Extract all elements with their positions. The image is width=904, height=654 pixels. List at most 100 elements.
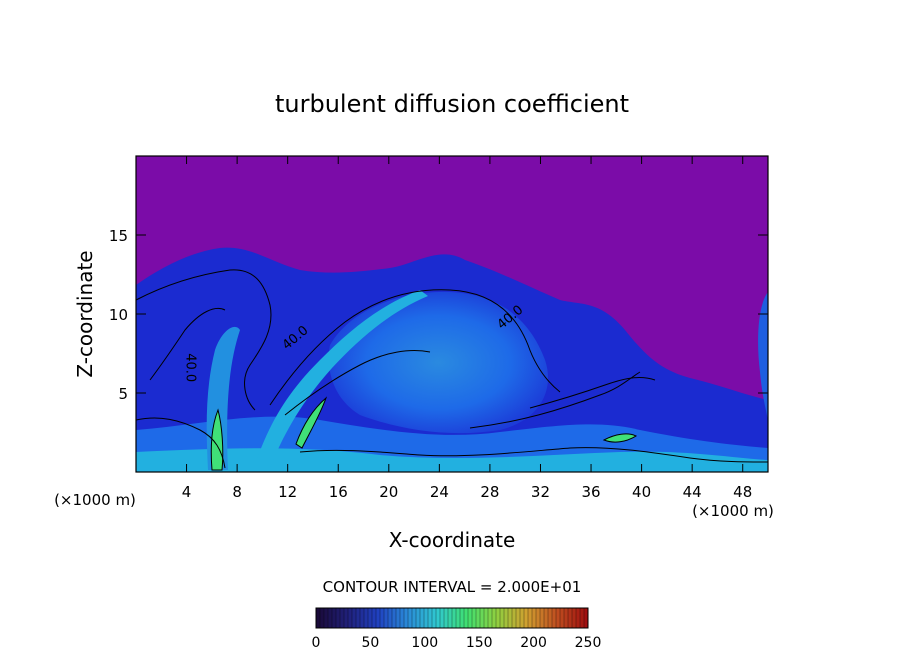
x-tick-label: 36 (581, 483, 600, 501)
colorbar-swatch (324, 608, 329, 628)
x-tick-label: 20 (379, 483, 398, 501)
y-axis: 5 10 15 (109, 227, 768, 403)
colorbar-swatch (480, 608, 485, 628)
y-axis-title: Z-coordinate (73, 250, 97, 377)
x-unit-label-right: (×1000 m) (692, 502, 774, 520)
colorbar-swatch (532, 608, 537, 628)
colorbar-swatch (572, 608, 577, 628)
colorbar-swatch (508, 608, 513, 628)
colorbar-swatch (332, 608, 337, 628)
colorbar-tick-label: 0 (312, 635, 321, 651)
colorbar-swatch (380, 608, 385, 628)
colorbar-swatch (468, 608, 473, 628)
colorbar-swatch (452, 608, 457, 628)
colorbar-swatch (448, 608, 453, 628)
colorbar-swatch (500, 608, 505, 628)
colorbar-swatch (432, 608, 437, 628)
colorbar-swatch (576, 608, 581, 628)
colorbar-swatch (560, 608, 565, 628)
colorbar-swatch (356, 608, 361, 628)
colorbar-frame (315, 607, 589, 629)
colorbar-swatch (352, 608, 357, 628)
colorbar-swatch (420, 608, 425, 628)
x-axis: 4 8 12 16 20 24 28 32 36 40 44 48 (182, 156, 752, 501)
colorbar-swatch (412, 608, 417, 628)
colorbar-swatch (384, 608, 389, 628)
x-tick-label: 48 (733, 483, 752, 501)
contour-line (136, 417, 226, 469)
contour-line (269, 289, 561, 406)
colorbar-swatch (488, 608, 493, 628)
right-edge-blob (758, 292, 768, 420)
contour-line (136, 269, 272, 411)
x-tick-label: 16 (329, 483, 348, 501)
colorbar-swatch (492, 608, 497, 628)
colorbar-swatch (368, 608, 373, 628)
colorbar-swatch (336, 608, 341, 628)
colorbar-swatch (584, 608, 589, 628)
colorbar-swatch (344, 608, 349, 628)
colorbar-tick-label: 150 (466, 635, 493, 651)
peak-streak-3 (602, 433, 638, 443)
colorbar-swatch (444, 608, 449, 628)
colorbar-swatch (396, 608, 401, 628)
y-tick-label: 15 (109, 227, 128, 245)
x-tick-label: 8 (232, 483, 242, 501)
colorbar-swatch (392, 608, 397, 628)
colorbar-swatch (400, 608, 405, 628)
x-tick-label: 24 (430, 483, 449, 501)
colorbar-swatch (436, 608, 441, 628)
contour-line (469, 371, 641, 429)
colorbar-swatch (416, 608, 421, 628)
colorbar-swatch (464, 608, 469, 628)
colorbar-swatch (512, 608, 517, 628)
colorbar-swatch (540, 608, 545, 628)
colorbar-swatch (376, 608, 381, 628)
colorbar-swatch (316, 608, 321, 628)
x-tick-label: 4 (182, 483, 192, 501)
contour-line (299, 447, 768, 463)
colorbar-tick-label: 200 (520, 635, 547, 651)
colorbar-swatch (328, 608, 333, 628)
colorbar-swatch (428, 608, 433, 628)
colorbar-swatch (504, 608, 509, 628)
colorbar-swatch (484, 608, 489, 628)
x-axis-title: X-coordinate (389, 528, 516, 552)
colorbar-swatch (516, 608, 521, 628)
colorbar-swatch (372, 608, 377, 628)
contour-lines (136, 269, 768, 469)
x-tick-label: 40 (632, 483, 651, 501)
colorbar-swatch (564, 608, 569, 628)
colorbar-swatch (440, 608, 445, 628)
colorbar-swatch (556, 608, 561, 628)
colorbar-swatch (524, 608, 529, 628)
chart-title: turbulent diffusion coefficient (275, 90, 629, 118)
colorbar-swatch (536, 608, 541, 628)
colorbar-swatch (456, 608, 461, 628)
peak-streak-2 (295, 396, 328, 449)
x-tick-label: 44 (683, 483, 702, 501)
colorbar-swatch (472, 608, 477, 628)
colorbar-swatch (388, 608, 393, 628)
colorbar-swatch (408, 608, 413, 628)
contour-label: 40.0 (183, 353, 198, 382)
colorbar-swatch (496, 608, 501, 628)
contour-interval-text: CONTOUR INTERVAL = 2.000E+01 (323, 578, 582, 596)
colorbar-swatch (340, 608, 345, 628)
colorbar-swatch (568, 608, 573, 628)
y-tick-label: 10 (109, 306, 128, 324)
colorbar-swatch (424, 608, 429, 628)
y-tick-label: 5 (118, 385, 128, 403)
x-tick-label: 32 (531, 483, 550, 501)
colorbar: 0 50 100 150 200 250 (312, 607, 602, 651)
colorbar-swatch (520, 608, 525, 628)
colorbar-swatch (544, 608, 549, 628)
plot-area: 40.040.040.0 (136, 156, 768, 472)
x-unit-label-left: (×1000 m) (54, 491, 136, 509)
colorbar-swatch (476, 608, 481, 628)
colorbar-swatch (404, 608, 409, 628)
colorbar-tick-label: 250 (575, 635, 602, 651)
contour-line (284, 350, 431, 416)
colorbar-tick-label: 100 (411, 635, 438, 651)
